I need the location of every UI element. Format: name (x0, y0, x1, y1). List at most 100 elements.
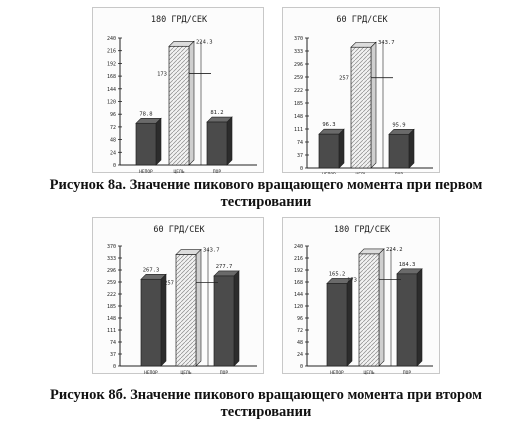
category-label: ПОР (395, 172, 403, 174)
y-tick-label: 370 (294, 36, 303, 42)
bar-НЕПОР (326, 283, 348, 367)
y-tick-label: 333 (107, 256, 116, 262)
y-tick-label: 259 (107, 280, 116, 286)
bar-ПОР (388, 133, 410, 169)
chart-panel-4: 180 ГРД/СЕК 0 24 48 72 96 120 144 168 192 216 240 16… (282, 217, 440, 375)
value-label: 224.3 (196, 39, 213, 45)
bar-side (226, 116, 233, 166)
target-label: 173 (347, 278, 357, 284)
caption-figure-8b: Рисунок 8б. Значение пикового вращающего… (0, 387, 532, 421)
category-label: ПОР (220, 370, 228, 375)
y-tick-label: 144 (294, 292, 303, 298)
y-tick-label: 222 (107, 292, 116, 298)
y-tick-label: 185 (107, 304, 116, 310)
y-tick-label: 0 (113, 364, 116, 370)
y-tick-label: 222 (294, 88, 303, 94)
value-label: 343.7 (203, 248, 220, 254)
target-label: 173 (157, 71, 167, 77)
chart-panel-3: 60 ГРД/СЕК 0 37 74 111 148 185 222 259 296 333 370 2… (92, 217, 264, 375)
chart-panel-2: 60 ГРД/СЕК 0 37 74 111 148 185 222 259 296 333 370 9… (282, 7, 440, 174)
bar-ЦЕЛЬ (350, 46, 372, 169)
y-tick-label: 48 (297, 340, 303, 346)
category-label: ЦЕЛЬ (356, 172, 367, 174)
chart-panel-1: 180 ГРД/СЕК 0 24 48 72 96 120 144 168 192 216 240 78… (92, 7, 264, 174)
bar-side (378, 248, 385, 367)
value-label: 96.3 (322, 122, 335, 128)
y-tick-label: 370 (107, 244, 116, 250)
y-tick-label: 240 (294, 244, 303, 250)
bar-НЕПОР (135, 122, 157, 166)
category-label: НЕПОР (144, 370, 158, 375)
y-tick-label: 333 (294, 49, 303, 55)
y-tick-label: 96 (297, 316, 303, 322)
chart-title: 60 ГРД/СЕК (153, 225, 205, 235)
target-label: 257 (164, 281, 174, 287)
bar-ЦЕЛЬ (168, 45, 190, 166)
y-tick-label: 96 (110, 112, 116, 118)
bar-ПОР (396, 273, 418, 367)
y-tick-label: 72 (297, 328, 303, 334)
caption-figure-8a: Рисунок 8а. Значение пикового вращающего… (0, 177, 532, 211)
category-label: НЕПОР (330, 370, 344, 375)
y-tick-label: 144 (107, 87, 116, 93)
category-label: НЕПОР (139, 169, 153, 174)
y-tick-label: 120 (294, 304, 303, 310)
y-tick-label: 216 (294, 256, 303, 262)
y-tick-label: 37 (297, 153, 303, 159)
target-label: 257 (339, 76, 349, 82)
caption-8a-line-2: тестировании (220, 194, 312, 210)
value-label: 165.2 (329, 271, 346, 277)
bar-side (155, 117, 162, 166)
value-label: 343.7 (378, 40, 395, 46)
y-tick-label: 37 (110, 352, 116, 358)
bar-side (416, 268, 423, 367)
category-label: ЦЕЛЬ (364, 370, 375, 375)
category-label: ПОР (213, 169, 221, 174)
bar-ПОР (213, 275, 235, 367)
y-tick-label: 0 (300, 364, 303, 370)
bar-ПОР (206, 121, 228, 166)
caption-8a-line-1: Рисунок 8а. Значение пикового вращающего… (49, 177, 483, 193)
bar-ЦЕЛЬ (358, 253, 380, 367)
y-tick-label: 148 (107, 316, 116, 322)
y-tick-label: 74 (110, 340, 116, 346)
chart-title: 180 ГРД/СЕК (334, 225, 391, 235)
chart-title: 60 ГРД/СЕК (336, 15, 388, 25)
bar-НЕПОР (318, 133, 340, 169)
chart-3: 60 ГРД/СЕК 0 37 74 111 148 185 222 259 296 333 370 2… (107, 225, 257, 375)
chart-4: 180 ГРД/СЕК 0 24 48 72 96 120 144 168 192 216 240 16… (294, 225, 433, 375)
caption-8b-line-2: тестировании (220, 404, 312, 420)
bar-side (233, 270, 240, 367)
y-tick-label: 168 (107, 74, 116, 80)
y-tick-label: 216 (107, 49, 116, 55)
bar-side (408, 128, 415, 169)
y-tick-label: 240 (107, 36, 116, 42)
bar-side (195, 248, 202, 367)
y-tick-label: 111 (294, 127, 303, 133)
category-label: НЕПОР (322, 172, 336, 174)
value-label: 267.3 (143, 267, 160, 273)
y-tick-label: 192 (294, 268, 303, 274)
y-tick-label: 111 (107, 328, 116, 334)
y-tick-label: 0 (300, 166, 303, 172)
y-tick-label: 192 (107, 61, 116, 67)
bar-side (188, 40, 195, 166)
bar-side (160, 273, 167, 367)
category-label: ЦЕЛЬ (174, 169, 185, 174)
value-label: 277.7 (216, 264, 233, 270)
bar-side (338, 128, 345, 169)
chart-2: 60 ГРД/СЕК 0 37 74 111 148 185 222 259 296 333 370 9… (294, 15, 433, 174)
value-label: 95.9 (392, 122, 405, 128)
value-label: 184.3 (399, 262, 416, 268)
chart-title: 180 ГРД/СЕК (151, 15, 208, 25)
bar-НЕПОР (140, 278, 162, 367)
y-tick-label: 72 (110, 125, 116, 131)
y-tick-label: 24 (110, 150, 116, 156)
y-tick-label: 24 (297, 352, 303, 358)
value-label: 224.2 (386, 247, 403, 253)
y-tick-label: 296 (107, 268, 116, 274)
chart-1: 180 ГРД/СЕК 0 24 48 72 96 120 144 168 192 216 240 78… (107, 15, 257, 174)
category-label: ПОР (403, 370, 411, 375)
bar-ЦЕЛЬ (175, 254, 197, 367)
y-tick-label: 296 (294, 62, 303, 68)
